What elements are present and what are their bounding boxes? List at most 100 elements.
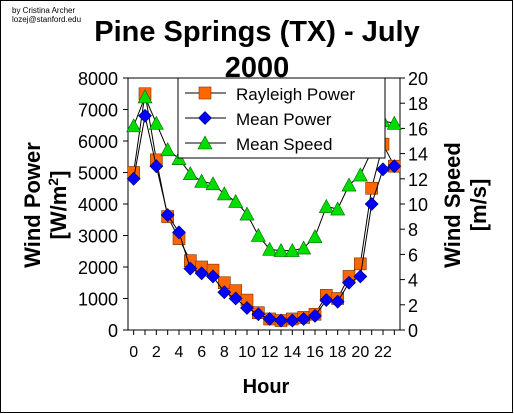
y-left-tick-label: 6000 <box>78 132 118 152</box>
data-point <box>352 167 368 182</box>
x-tick-label: 8 <box>220 344 229 361</box>
data-point <box>250 227 266 242</box>
data-point <box>194 266 209 281</box>
y-right-tick-label: 8 <box>408 220 418 240</box>
axes-layer: 0100020003000400050006000700080000246810… <box>78 69 428 361</box>
data-point <box>296 240 312 255</box>
data-point <box>137 89 153 104</box>
data-point <box>318 198 334 213</box>
data-point <box>376 162 390 177</box>
data-point <box>262 312 277 326</box>
data-point <box>365 181 378 195</box>
data-point <box>319 293 334 307</box>
x-tick-label: 18 <box>329 344 347 361</box>
data-point <box>342 275 356 290</box>
data-point <box>126 118 142 133</box>
x-tick-label: 4 <box>175 344 184 361</box>
x-tick-label: 10 <box>238 344 256 361</box>
y-left-tick-label: 0 <box>108 321 118 341</box>
data-point <box>262 241 278 256</box>
data-point <box>138 108 152 123</box>
data-point <box>330 201 346 216</box>
data-point <box>330 294 345 309</box>
data-point <box>284 242 300 257</box>
data-point <box>274 313 288 328</box>
data-point <box>205 176 221 191</box>
y-axis-label-left-close: ] <box>46 171 71 178</box>
y-right-tick-label: 12 <box>408 170 428 190</box>
legend-marker <box>198 111 212 125</box>
data-point <box>126 171 141 186</box>
legend-marker <box>198 86 212 100</box>
series-mean-power <box>126 108 402 328</box>
data-point <box>273 242 289 257</box>
x-tick-label: 14 <box>283 344 301 361</box>
data-point <box>239 206 255 221</box>
y-left-tick-label: 4000 <box>78 195 118 215</box>
x-tick-label: 6 <box>197 344 206 361</box>
x-tick-label: 2 <box>152 344 161 361</box>
data-point <box>172 225 186 240</box>
data-point <box>148 115 164 130</box>
data-point <box>228 193 244 208</box>
author-credit: by Cristina Archer <box>12 6 76 15</box>
legend-label: Mean Speed <box>236 135 332 154</box>
author-email: lozej@stanford.edu <box>12 15 82 24</box>
legend-marker <box>197 135 213 150</box>
data-point <box>341 177 357 192</box>
legend: Rayleigh Power Mean Power Mean Speed <box>177 77 386 159</box>
y-right-tick-label: 4 <box>408 271 418 291</box>
data-point <box>364 197 379 211</box>
x-tick-label: 22 <box>374 344 392 361</box>
y-right-tick-label: 2 <box>408 296 418 316</box>
data-point <box>386 115 402 130</box>
y-left-tick-label: 8000 <box>78 69 118 89</box>
data-point <box>296 312 311 326</box>
y-left-tick-label: 7000 <box>78 101 118 121</box>
y-left-tick-label: 2000 <box>78 258 118 278</box>
data-point <box>354 257 367 271</box>
series-layer <box>126 87 402 328</box>
y-right-tick-label: 16 <box>408 119 428 139</box>
y-right-tick-label: 18 <box>408 94 428 114</box>
data-point <box>308 308 322 323</box>
x-tick-label: 16 <box>306 344 324 361</box>
data-point <box>149 159 164 174</box>
y-axis-label-right: Wind Speed[m/s] <box>440 142 491 268</box>
data-point <box>240 301 254 315</box>
data-point <box>285 313 300 328</box>
data-point <box>251 307 266 322</box>
data-point <box>160 142 176 157</box>
legend-label: Mean Power <box>236 110 332 129</box>
y-axis-label-left: Wind Power[W/m2] <box>20 142 71 268</box>
chart-title-line1: Pine Springs (TX) - July <box>94 16 420 48</box>
data-point <box>216 186 232 201</box>
y-axis-label-left-unit: [W/m <box>46 186 71 240</box>
data-point <box>206 269 220 284</box>
x-tick-label: 0 <box>129 344 138 361</box>
y-left-tick-label: 3000 <box>78 227 118 247</box>
y-left-tick-label: 5000 <box>78 164 118 184</box>
data-point <box>228 291 243 306</box>
y-left-tick-label: 1000 <box>78 290 118 310</box>
data-point <box>353 269 368 284</box>
y-right-tick-label: 10 <box>408 195 428 215</box>
legend-label: Rayleigh Power <box>236 85 355 104</box>
y-axis-label-right-main: Wind Speed <box>440 142 465 268</box>
data-point <box>160 208 175 222</box>
data-point <box>194 173 210 188</box>
y-axis-label-left-main: Wind Power <box>20 142 45 268</box>
y-axis-label-left-sup: 2 <box>45 178 61 186</box>
x-tick-label: 12 <box>261 344 279 361</box>
data-point <box>217 285 232 300</box>
y-right-tick-label: 14 <box>408 145 428 165</box>
y-right-tick-label: 20 <box>408 69 428 89</box>
x-tick-label: 20 <box>351 344 369 361</box>
data-point <box>182 166 198 181</box>
y-right-tick-label: 6 <box>408 245 418 265</box>
y-right-tick-label: 0 <box>408 321 418 341</box>
x-axis-label: Hour <box>243 376 290 398</box>
data-point <box>183 261 198 276</box>
data-point <box>387 159 402 174</box>
